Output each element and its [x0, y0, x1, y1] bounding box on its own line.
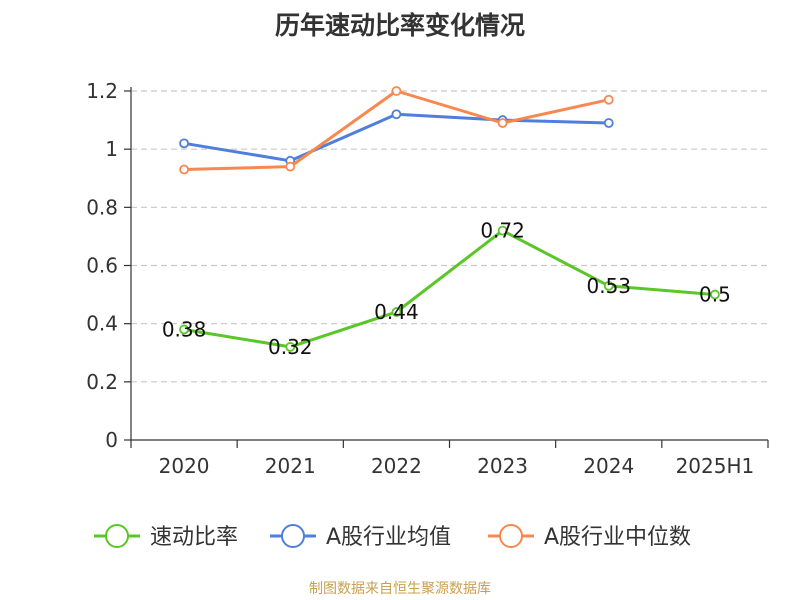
data-point — [603, 94, 614, 105]
grid-lines — [131, 90, 768, 383]
legend-label: A股行业均值 — [326, 525, 451, 550]
y-tick-label: 0.8 — [86, 195, 118, 219]
data-point — [497, 118, 508, 128]
legend-marker — [281, 524, 305, 548]
series-line-0 — [183, 229, 716, 349]
legend-item-1[interactable]: A股行业均值 — [270, 524, 451, 550]
legend-marker — [499, 524, 523, 548]
data-point — [710, 289, 720, 300]
data-label: 0.53 — [586, 274, 631, 298]
x-tick-label: 2021 — [265, 454, 316, 478]
data-label: 0.5 — [699, 283, 731, 307]
x-tick-label: 2020 — [159, 454, 210, 478]
data-point — [285, 342, 296, 352]
data-point — [179, 138, 189, 149]
legend-item-0[interactable]: 速动比率 — [94, 524, 238, 550]
x-tick-label: 2022 — [371, 454, 422, 478]
data-point — [285, 161, 296, 172]
data-point — [603, 280, 614, 291]
data-point — [391, 86, 402, 96]
source-note: 制图数据来自恒生聚源数据库 — [309, 581, 491, 597]
legend[interactable]: 速动比率 A股行业均值 A股行业中位数 — [94, 524, 691, 550]
x-tick-label: 2025H1 — [676, 454, 755, 478]
legend-label: A股行业中位数 — [544, 525, 691, 550]
legend-label: 速动比率 — [150, 525, 238, 550]
data-point — [497, 225, 508, 236]
x-tick-label: 2024 — [583, 454, 634, 478]
x-tick-label: 2023 — [477, 454, 528, 478]
series-line-1 — [183, 112, 609, 163]
data-label: 0.72 — [480, 219, 525, 243]
y-tick-label: 0 — [105, 428, 118, 452]
data-labels: 0.38 0.32 0.44 0.72 0.53 0.5 — [162, 219, 731, 359]
data-label: 0.44 — [374, 300, 419, 324]
y-tick-label: 0.4 — [86, 312, 118, 336]
data-label: 0.32 — [268, 335, 313, 359]
y-tick-label: 0.2 — [86, 370, 118, 394]
data-point — [391, 109, 402, 120]
data-point — [603, 118, 614, 128]
data-point — [179, 164, 189, 175]
y-tick-label: 1.2 — [86, 79, 118, 103]
chart-title: 历年速动比率变化情况 — [274, 11, 525, 40]
y-tick-label: 0.6 — [86, 254, 118, 278]
axes: 0 0.2 0.4 0.6 0.8 1 1.2 2020 2021 2022 2023 2024 202… — [86, 79, 769, 478]
series-group — [179, 86, 720, 352]
data-point — [391, 307, 402, 317]
legend-marker — [105, 524, 129, 548]
data-label: 0.38 — [162, 317, 207, 341]
series-line-2 — [184, 89, 610, 171]
y-tick-label: 1 — [105, 137, 118, 161]
data-point — [179, 324, 189, 335]
legend-item-2[interactable]: A股行业中位数 — [488, 524, 691, 550]
